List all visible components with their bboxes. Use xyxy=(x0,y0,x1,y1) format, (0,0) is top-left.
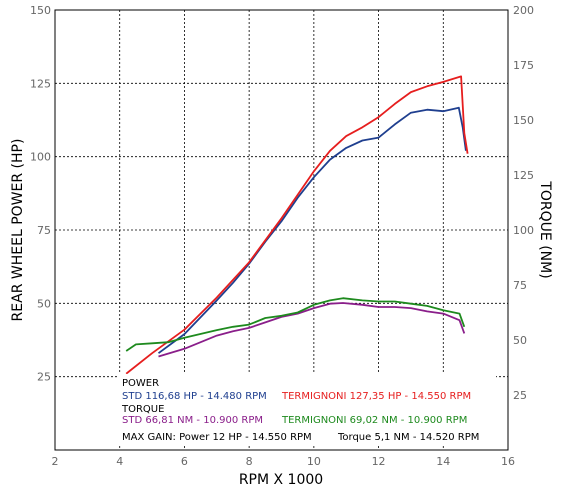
tick-labels: 2 4 6 8 10 12 14 16 25 50 75 100 125 150 25 50 75 100 125 1… xyxy=(30,4,534,468)
legend-torque-header: TORQUE xyxy=(121,404,164,415)
legend-termignoni-torque: TERMIGNONI 69,02 NM - 10.900 RPM xyxy=(281,415,467,426)
legend-max-gain-power: MAX GAIN: Power 12 HP - 14.550 RPM xyxy=(122,432,312,443)
y-right-tick-label: 75 xyxy=(513,279,527,292)
left-axis-title: REAR WHEEL POWER (HP) xyxy=(10,139,26,322)
y-left-tick-label: 50 xyxy=(37,297,51,310)
y-left-tick-label: 150 xyxy=(30,4,51,17)
legend-max-gain-torque: Torque 5,1 NM - 14.520 RPM xyxy=(337,432,479,443)
y-left-tick-label: 75 xyxy=(37,224,51,237)
series-line-termignoni-torque xyxy=(125,297,466,352)
legend-std-power: STD 116,68 HP - 14.480 RPM xyxy=(122,391,267,402)
y-right-tick-label: 125 xyxy=(513,169,534,182)
y-right-tick-label: 25 xyxy=(513,389,527,402)
series-line-termignoni-power xyxy=(125,75,469,375)
y-left-tick-label: 100 xyxy=(30,151,51,164)
y-left-tick-label: 125 xyxy=(30,77,51,90)
legend-background xyxy=(118,374,496,446)
legend: POWER STD 116,68 HP - 14.480 RPM TERMIGN… xyxy=(118,374,496,446)
legend-std-torque: STD 66,81 NM - 10.900 RPM xyxy=(122,415,263,426)
y-right-tick-label: 175 xyxy=(513,59,534,72)
y-right-tick-label: 100 xyxy=(513,224,534,237)
x-tick-label: 4 xyxy=(116,455,123,468)
x-axis-title: RPM X 1000 xyxy=(239,472,323,488)
plot-frame xyxy=(54,9,509,451)
y-right-tick-label: 50 xyxy=(513,334,527,347)
x-tick-label: 8 xyxy=(246,455,253,468)
y-left-tick-label: 25 xyxy=(37,371,51,384)
x-tick-label: 12 xyxy=(372,455,386,468)
series-lines xyxy=(125,75,469,375)
legend-power-header: POWER xyxy=(122,378,159,389)
x-tick-label: 6 xyxy=(181,455,188,468)
x-tick-label: 16 xyxy=(501,455,515,468)
series-line-std-power xyxy=(157,106,467,354)
y-right-tick-label: 200 xyxy=(513,4,534,17)
right-axis-title: TORQUE (NM) xyxy=(537,180,553,278)
legend-termignoni-power: TERMIGNONI 127,35 HP - 14.550 RPM xyxy=(281,391,471,402)
y-right-tick-label: 150 xyxy=(513,114,534,127)
series-line-std-torque xyxy=(158,302,466,358)
x-tick-label: 14 xyxy=(436,455,450,468)
x-tick-label: 2 xyxy=(52,455,59,468)
x-tick-label: 10 xyxy=(307,455,321,468)
